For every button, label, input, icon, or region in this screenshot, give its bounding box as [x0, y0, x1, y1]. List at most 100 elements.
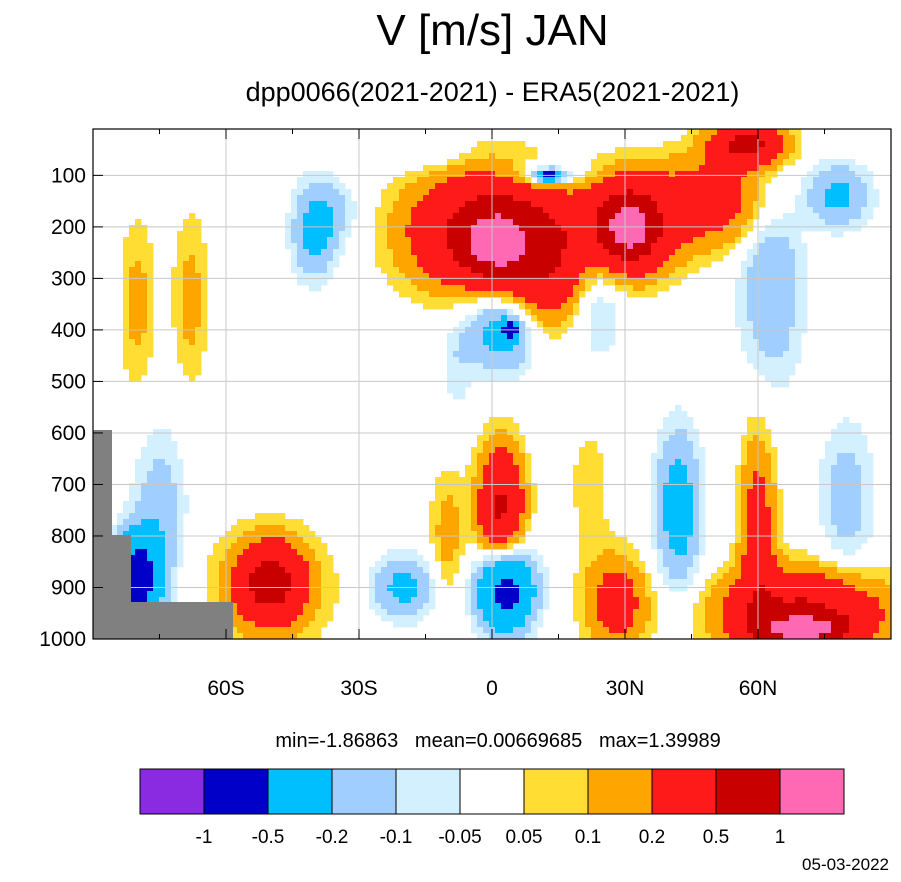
contour-cell: [447, 573, 454, 580]
contour-cell: [759, 483, 766, 490]
contour-cell: [117, 531, 124, 538]
contour-cell: [333, 201, 340, 208]
contour-cell: [669, 249, 676, 256]
contour-cell: [327, 231, 334, 238]
contour-cell: [501, 573, 508, 580]
contour-cell: [801, 603, 808, 610]
contour-cell: [405, 573, 412, 580]
contour-cell: [513, 189, 520, 196]
contour-cell: [747, 477, 754, 484]
contour-cell: [597, 171, 604, 178]
contour-cell: [507, 273, 514, 280]
contour-cell: [579, 471, 586, 478]
contour-cell: [537, 279, 544, 286]
contour-cell: [537, 609, 544, 616]
contour-cell: [381, 255, 388, 262]
contour-cell: [753, 459, 760, 466]
contour-cell: [675, 171, 682, 178]
contour-cell: [831, 573, 838, 580]
contour-cell: [759, 477, 766, 484]
contour-cell: [735, 579, 742, 586]
contour-cell: [831, 201, 838, 208]
contour-cell: [495, 189, 502, 196]
contour-cell: [759, 495, 766, 502]
contour-cell: [669, 441, 676, 448]
contour-cell: [543, 207, 550, 214]
contour-cell: [747, 483, 754, 490]
contour-cell: [507, 435, 514, 442]
contour-cell: [747, 561, 754, 568]
contour-cell: [567, 171, 574, 178]
contour-cell: [609, 255, 616, 262]
contour-cell: [567, 219, 574, 226]
contour-cell: [693, 129, 700, 136]
contour-cell: [513, 267, 520, 274]
contour-cell: [267, 561, 274, 568]
contour-cell: [447, 213, 454, 220]
contour-cell: [681, 423, 688, 430]
contour-cell: [777, 537, 784, 544]
contour-cell: [597, 213, 604, 220]
contour-cell: [693, 465, 700, 472]
contour-cell: [381, 225, 388, 232]
contour-cell: [453, 525, 460, 532]
contour-cell: [735, 279, 742, 286]
contour-cell: [753, 177, 760, 184]
contour-cell: [411, 585, 418, 592]
contour-cell: [651, 261, 658, 268]
contour-cell: [849, 549, 856, 556]
contour-cell: [801, 291, 808, 298]
contour-cell: [783, 285, 790, 292]
contour-cell: [519, 165, 526, 172]
contour-cell: [405, 171, 412, 178]
contour-cell: [333, 585, 340, 592]
contour-cell: [447, 195, 454, 202]
contour-cell: [279, 573, 286, 580]
contour-cell: [777, 315, 784, 322]
contour-cell: [807, 597, 814, 604]
contour-cell: [393, 243, 400, 250]
contour-cell: [135, 321, 142, 328]
contour-cell: [495, 147, 502, 154]
contour-cell: [867, 477, 874, 484]
contour-cell: [807, 585, 814, 592]
contour-cell: [399, 243, 406, 250]
contour-cell: [507, 243, 514, 250]
contour-cell: [843, 549, 850, 556]
contour-cell: [393, 261, 400, 268]
contour-cell: [717, 579, 724, 586]
contour-cell: [483, 177, 490, 184]
contour-cell: [315, 261, 322, 268]
contour-cell: [129, 339, 136, 346]
contour-cell: [507, 459, 514, 466]
contour-cell: [177, 255, 184, 262]
contour-cell: [837, 603, 844, 610]
contour-cell: [819, 513, 826, 520]
contour-cell: [765, 231, 772, 238]
contour-cell: [633, 603, 640, 610]
contour-cell: [633, 615, 640, 622]
contour-cell: [669, 267, 676, 274]
contour-cell: [297, 267, 304, 274]
contour-cell: [501, 273, 508, 280]
contour-cell: [693, 495, 700, 502]
contour-cell: [135, 555, 142, 562]
contour-cell: [153, 489, 160, 496]
contour-cell: [429, 291, 436, 298]
contour-cell: [501, 369, 508, 376]
contour-cell: [387, 273, 394, 280]
contour-cell: [573, 243, 580, 250]
contour-cell: [609, 189, 616, 196]
contour-cell: [861, 621, 868, 628]
contour-cell: [675, 153, 682, 160]
contour-cell: [723, 621, 730, 628]
contour-cell: [777, 159, 784, 166]
contour-cell: [459, 189, 466, 196]
contour-cell: [555, 297, 562, 304]
contour-cell: [591, 459, 598, 466]
contour-cell: [225, 591, 232, 598]
contour-cell: [411, 207, 418, 214]
contour-cell: [843, 537, 850, 544]
contour-cell: [705, 231, 712, 238]
contour-cell: [123, 339, 130, 346]
